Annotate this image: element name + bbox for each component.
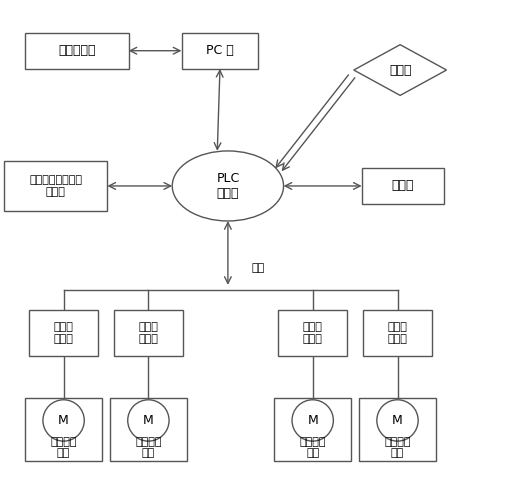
Ellipse shape (128, 400, 169, 441)
Ellipse shape (377, 400, 418, 441)
Text: PLC
控制器: PLC 控制器 (216, 172, 240, 200)
Text: M: M (392, 414, 403, 427)
Text: 上速伺
服电机: 上速伺 服电机 (303, 323, 323, 344)
Ellipse shape (43, 400, 84, 441)
Text: 单晶下降
电机: 单晶下降 电机 (384, 437, 411, 458)
Ellipse shape (292, 400, 333, 441)
Text: PC 机: PC 机 (206, 44, 234, 57)
Text: 单晶旋转
电机: 单晶旋转 电机 (135, 437, 162, 458)
Text: 发生器: 发生器 (389, 64, 411, 76)
Text: 多晶旋转
电机: 多晶旋转 电机 (50, 437, 77, 458)
Text: M: M (58, 414, 69, 427)
Text: 上转伺
服电机: 上转伺 服电机 (54, 323, 74, 344)
Bar (363, 310, 432, 356)
Bar (29, 310, 98, 356)
Bar (114, 310, 183, 356)
Text: M: M (143, 414, 154, 427)
Ellipse shape (172, 151, 284, 221)
Bar (4, 160, 107, 212)
Text: 摄像头测距: 摄像头测距 (58, 44, 95, 57)
Bar (110, 398, 187, 461)
Text: M: M (307, 414, 318, 427)
Text: 下转伺
服电机: 下转伺 服电机 (138, 323, 158, 344)
Text: 触摸屏: 触摸屏 (392, 180, 414, 192)
Bar (275, 398, 351, 461)
Bar (359, 398, 436, 461)
Text: 总线: 总线 (252, 263, 265, 273)
Text: 下速伺
服电机: 下速伺 服电机 (387, 323, 408, 344)
Bar (361, 168, 444, 204)
Text: 多晶下降
电机: 多晶下降 电机 (299, 437, 326, 458)
Bar (25, 33, 129, 69)
Bar (25, 398, 102, 461)
Bar (181, 33, 258, 69)
Bar (278, 310, 347, 356)
Text: 电磁阀，流量计，
传感器: 电磁阀，流量计， 传感器 (29, 175, 82, 197)
Polygon shape (354, 44, 446, 95)
